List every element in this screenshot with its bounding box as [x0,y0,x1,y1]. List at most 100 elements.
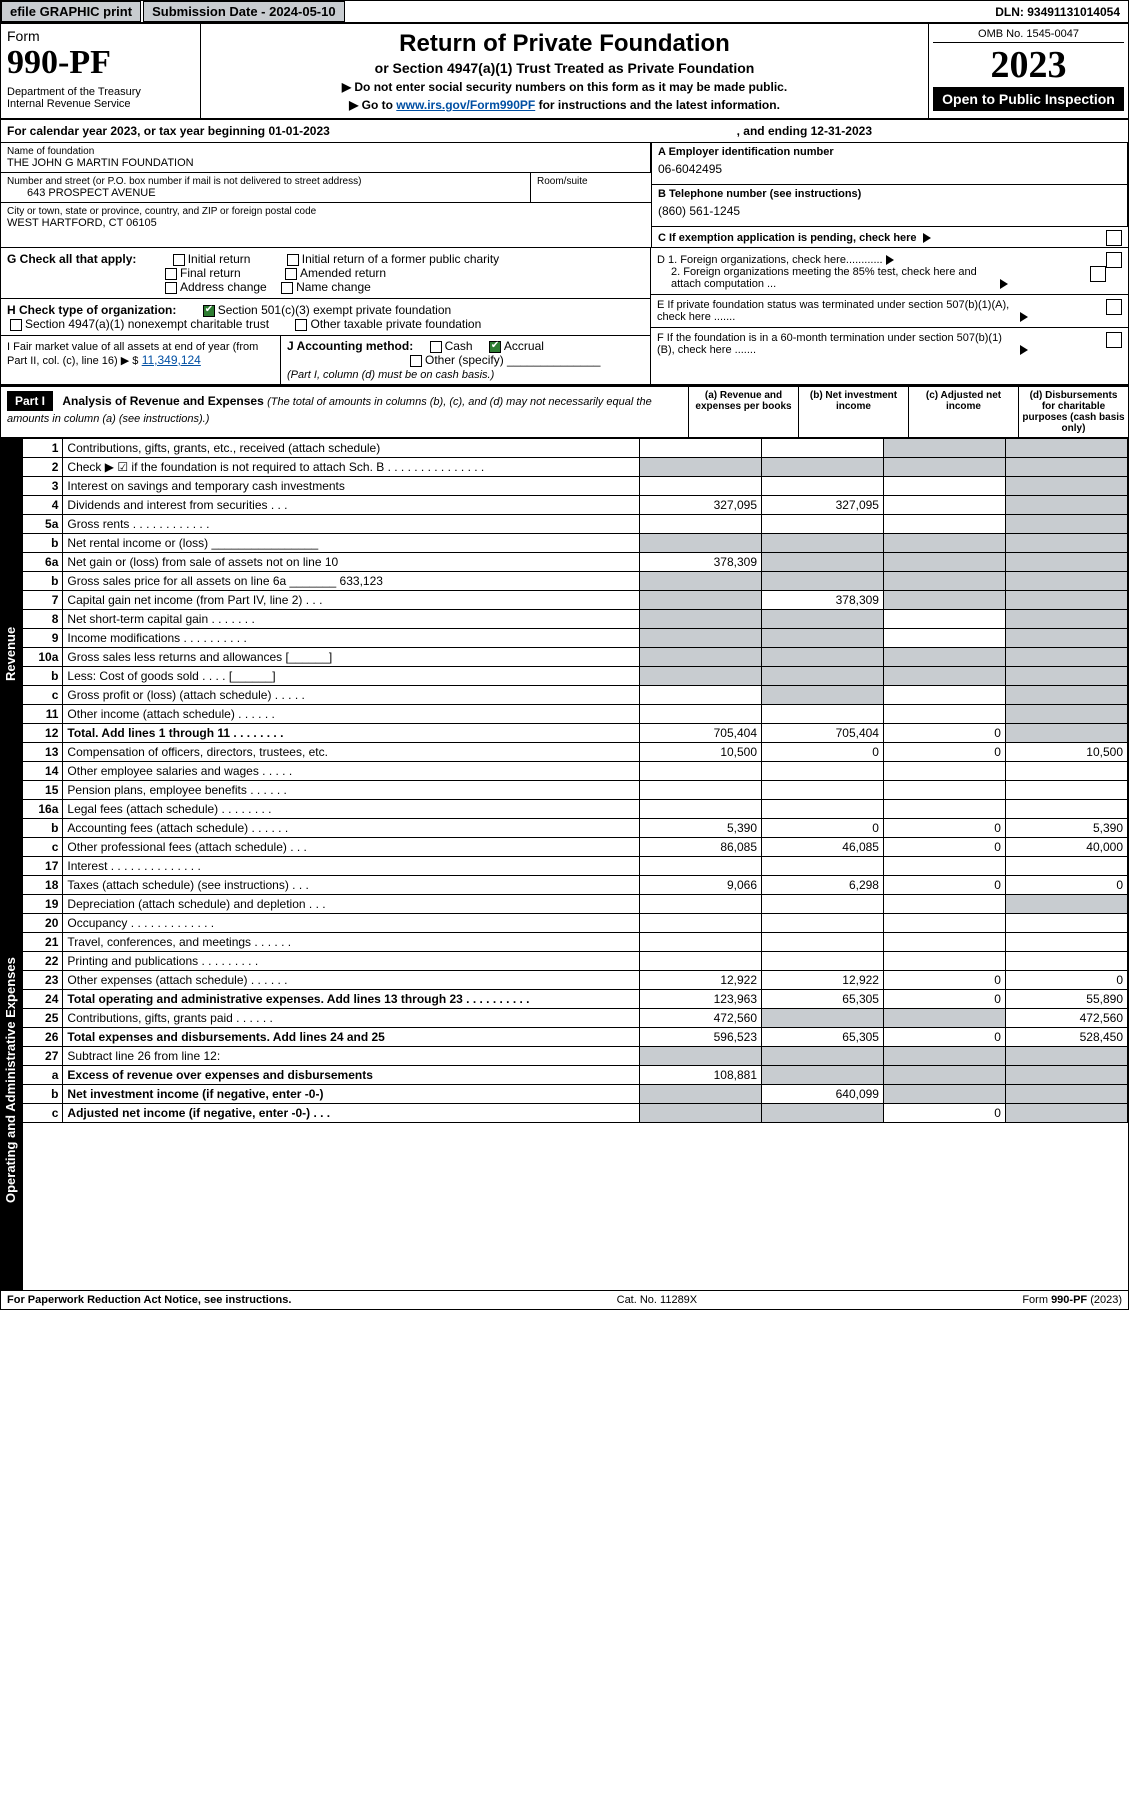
table-row: 5aGross rents . . . . . . . . . . . . [23,515,1128,534]
j-note: (Part I, column (d) must be on cash basi… [287,369,494,381]
table-row: 21Travel, conferences, and meetings . . … [23,933,1128,952]
table-row: 24Total operating and administrative exp… [23,990,1128,1009]
form-title: Return of Private Foundation [207,30,922,58]
footer: For Paperwork Reduction Act Notice, see … [1,1290,1128,1309]
c-label: C If exemption application is pending, c… [658,232,917,244]
table-row: cGross profit or (loss) (attach schedule… [23,686,1128,705]
h-o2: Section 4947(a)(1) nonexempt charitable … [25,317,269,331]
c-checkbox[interactable] [1106,230,1122,246]
table-row: aExcess of revenue over expenses and dis… [23,1066,1128,1085]
d2-label: 2. Foreign organizations meeting the 85%… [657,266,997,290]
e-checkbox[interactable] [1106,299,1122,315]
i-value[interactable]: 11,349,124 [142,353,201,367]
table-row: 8Net short-term capital gain . . . . . .… [23,610,1128,629]
name-label: Name of foundation [7,146,644,157]
table-row: 3Interest on savings and temporary cash … [23,477,1128,496]
d2-checkbox[interactable] [1090,266,1106,282]
dln: DLN: 93491131014054 [987,3,1128,21]
foundation-name: THE JOHN G MARTIN FOUNDATION [7,157,644,169]
col-a: (a) Revenue and expenses per books [688,387,798,437]
table-row: 14Other employee salaries and wages . . … [23,762,1128,781]
g-o3: Address change [180,280,267,294]
j-o3: Other (specify) [425,353,504,367]
h-4947[interactable] [10,319,22,331]
form-header: Form 990-PF Department of the Treasury I… [1,24,1128,120]
table-row: 26Total expenses and disbursements. Add … [23,1028,1128,1047]
ftr-cat: Cat. No. 11289X [617,1294,698,1306]
omb: OMB No. 1545-0047 [933,28,1124,43]
table-row: 10aGross sales less returns and allowanc… [23,648,1128,667]
g-final[interactable] [165,268,177,280]
ein-label: A Employer identification number [658,146,1121,158]
check-blocks: G Check all that apply: Initial return I… [1,248,1128,385]
ein: 06-6042495 [658,162,1121,176]
table-row: cAdjusted net income (if negative, enter… [23,1104,1128,1123]
d-block: D 1. Foreign organizations, check here..… [651,248,1128,295]
irs: Internal Revenue Service [7,98,194,110]
h-o3: Other taxable private foundation [310,317,481,331]
note-2a: ▶ Go to [349,98,396,112]
part-1-table: Revenue Operating and Administrative Exp… [1,438,1128,1290]
table-row: 18Taxes (attach schedule) (see instructi… [23,876,1128,895]
table-row: 11Other income (attach schedule) . . . .… [23,705,1128,724]
table-row: bAccounting fees (attach schedule) . . .… [23,819,1128,838]
table-row: 12Total. Add lines 1 through 11 . . . . … [23,724,1128,743]
table-row: cOther professional fees (attach schedul… [23,838,1128,857]
f-block: F If the foundation is in a 60-month ter… [651,328,1128,360]
efile-btn[interactable]: efile GRAPHIC print [1,1,141,22]
h-label: H Check type of organization: [7,303,176,317]
h-501c3[interactable] [203,305,215,317]
arrow-icon [923,233,931,243]
arrow-icon [1000,279,1008,289]
part-1-header: Part I Analysis of Revenue and Expenses … [1,385,1128,438]
g-former[interactable] [287,254,299,266]
table-row: 9Income modifications . . . . . . . . . … [23,629,1128,648]
table-row: 20Occupancy . . . . . . . . . . . . . [23,914,1128,933]
tax-year: 2023 [933,43,1124,87]
telephone: (860) 561-1245 [658,204,1121,218]
table-row: 17Interest . . . . . . . . . . . . . . [23,857,1128,876]
city-state-zip: WEST HARTFORD, CT 06105 [7,217,645,229]
j-cash[interactable] [430,341,442,353]
j-accrual[interactable] [489,341,501,353]
g-address[interactable] [165,282,177,294]
form-number: 990-PF [7,44,194,82]
g-initial[interactable] [173,254,185,266]
table-row: 15Pension plans, employee benefits . . .… [23,781,1128,800]
d1-checkbox[interactable] [1106,252,1122,268]
table-row: 16aLegal fees (attach schedule) . . . . … [23,800,1128,819]
e-block: E If private foundation status was termi… [651,295,1128,328]
g-block: G Check all that apply: Initial return I… [1,248,650,299]
table-row: bNet rental income or (loss) ___________… [23,534,1128,553]
d1-label: D 1. Foreign organizations, check here..… [657,254,883,266]
ident-block: Name of foundation THE JOHN G MARTIN FOU… [1,143,1128,248]
h-block: H Check type of organization: Section 50… [1,299,650,336]
table-row: 19Depreciation (attach schedule) and dep… [23,895,1128,914]
submission-date: Submission Date - 2024-05-10 [143,1,345,22]
table-row: 23Other expenses (attach schedule) . . .… [23,971,1128,990]
g-o4: Initial return of a former public charit… [302,252,499,266]
g-name[interactable] [281,282,293,294]
form-subtitle: or Section 4947(a)(1) Trust Treated as P… [207,60,922,76]
table-row: 6aNet gain or (loss) from sale of assets… [23,553,1128,572]
f-checkbox[interactable] [1106,332,1122,348]
form-label: Form [7,28,194,44]
j-o1: Cash [445,339,473,353]
j-other[interactable] [410,355,422,367]
table-row: 4Dividends and interest from securities … [23,496,1128,515]
table-row: 7Capital gain net income (from Part IV, … [23,591,1128,610]
h-other[interactable] [295,319,307,331]
side-expenses: Operating and Administrative Expenses [1,870,23,1290]
cal-begin: For calendar year 2023, or tax year begi… [7,124,737,138]
g-o5: Amended return [300,266,386,280]
ftr-right: Form 990-PF (2023) [1022,1294,1122,1306]
irs-link[interactable]: www.irs.gov/Form990PF [396,98,535,112]
table-row: bGross sales price for all assets on lin… [23,572,1128,591]
dept: Department of the Treasury [7,86,194,98]
top-bar: efile GRAPHIC print Submission Date - 20… [1,1,1128,24]
col-c: (c) Adjusted net income [908,387,1018,437]
g-amended[interactable] [285,268,297,280]
g-label: G Check all that apply: [7,252,136,266]
cal-end: , and ending 12-31-2023 [737,124,872,138]
open-inspection: Open to Public Inspection [933,87,1124,111]
